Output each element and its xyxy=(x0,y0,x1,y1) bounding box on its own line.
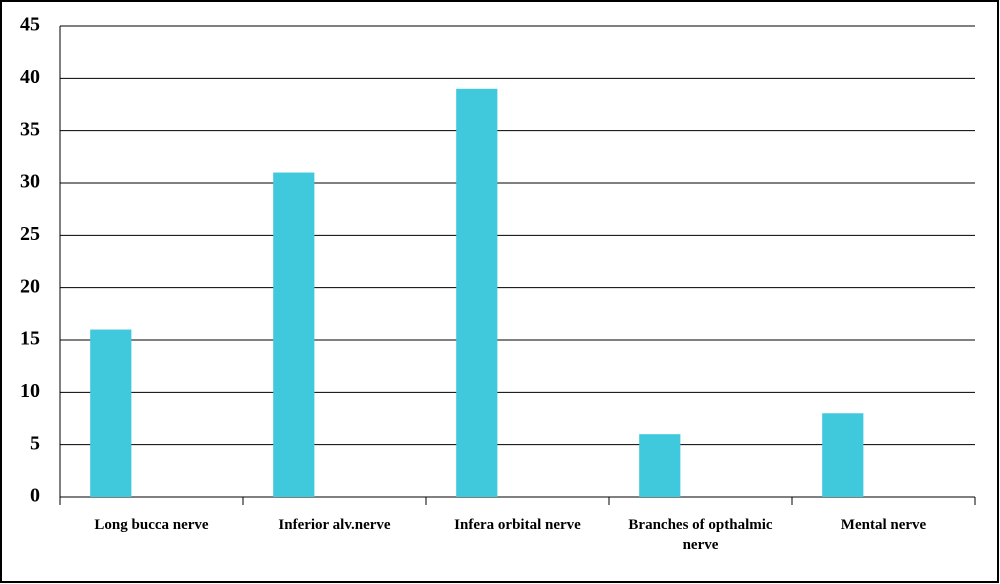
y-tick-label: 5 xyxy=(30,432,40,454)
bar xyxy=(273,172,315,498)
x-tick-label: Mental nerve xyxy=(840,517,927,533)
x-tick-label: Long bucca nerve xyxy=(94,517,209,533)
bar xyxy=(639,434,681,497)
y-tick-label: 35 xyxy=(20,118,40,140)
bar xyxy=(90,329,132,497)
x-tick-label: Inferior alv.nerve xyxy=(278,517,391,533)
y-tick-label: 25 xyxy=(20,223,40,245)
y-tick-label: 30 xyxy=(20,171,40,193)
x-tick-label: Infera orbital nerve xyxy=(454,517,581,533)
y-tick-label: 40 xyxy=(20,66,40,88)
y-tick-label: 10 xyxy=(20,380,40,402)
bar xyxy=(822,413,864,497)
y-tick-label: 45 xyxy=(20,14,40,36)
y-tick-label: 20 xyxy=(20,275,40,297)
y-tick-label: 15 xyxy=(20,328,40,350)
bar xyxy=(456,88,498,498)
x-tick-label: Branches of opthalmic nerve xyxy=(628,517,773,553)
y-tick-label: 0 xyxy=(30,485,40,507)
